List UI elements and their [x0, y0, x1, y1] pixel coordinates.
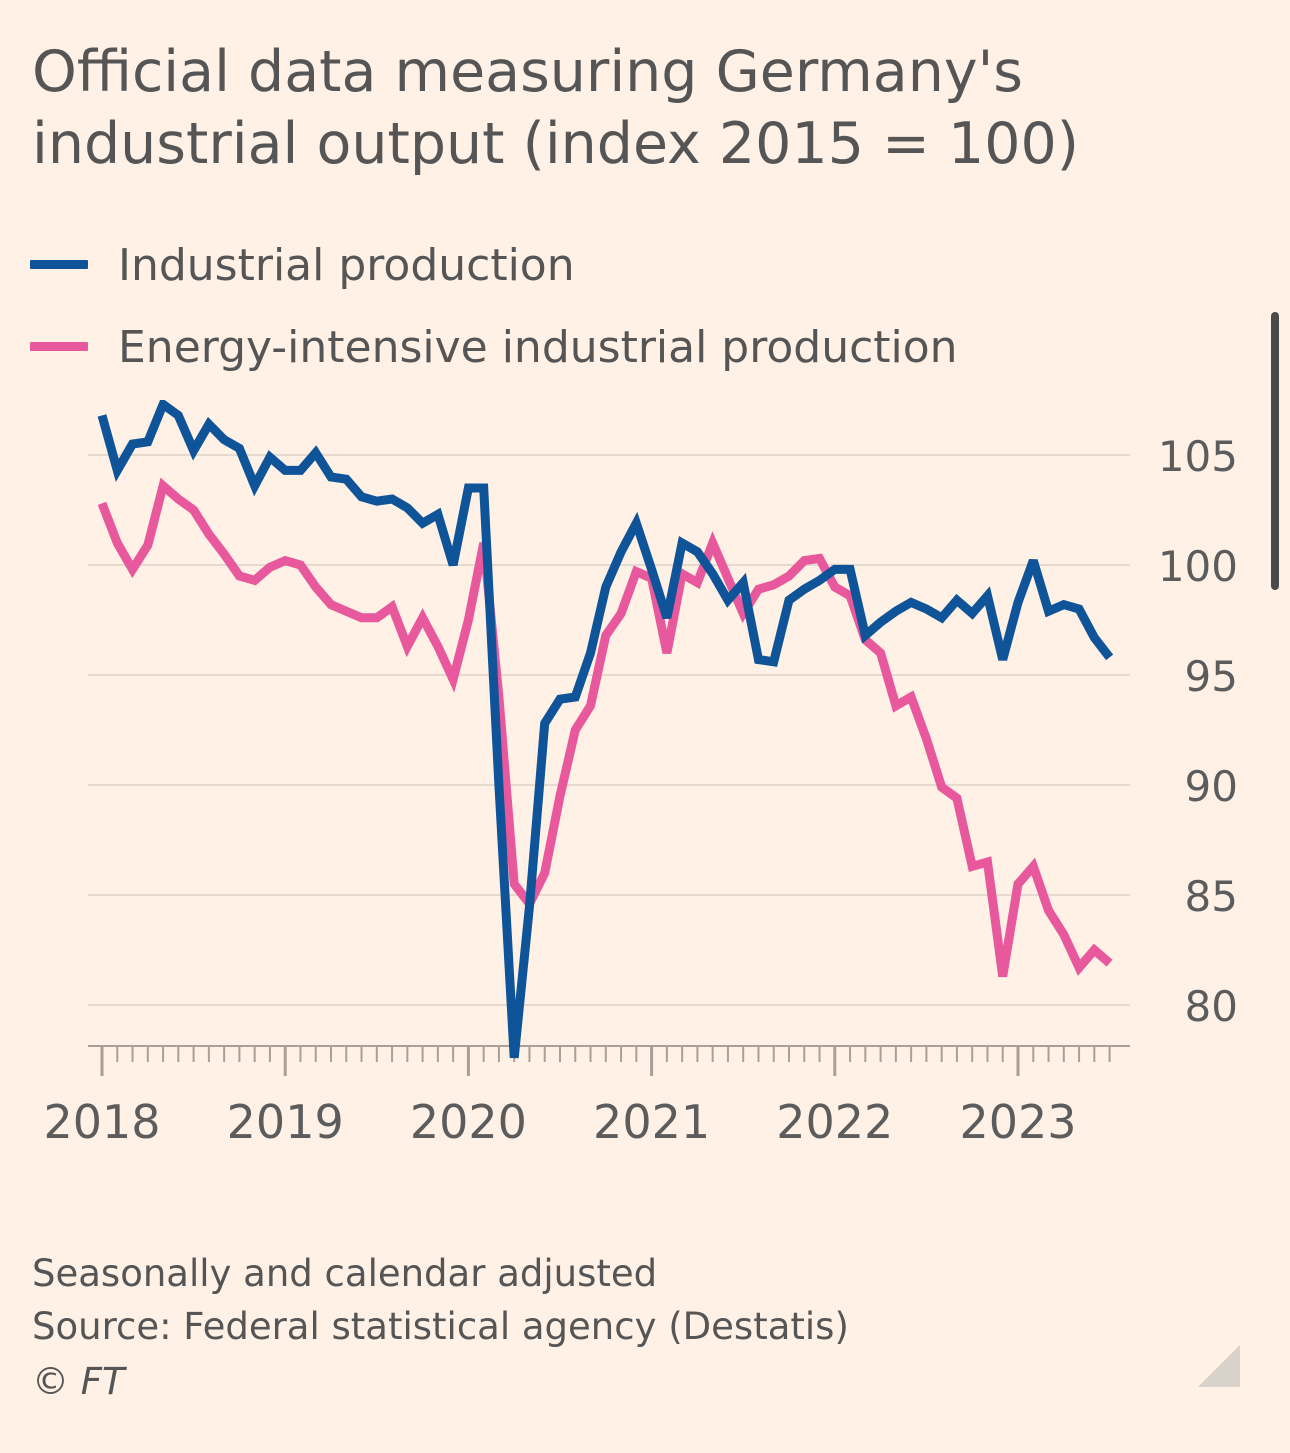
series-line-industrial	[97, 400, 1114, 1059]
footnote-adjustment: Seasonally and calendar adjusted	[32, 1252, 658, 1295]
legend-swatch-industrial	[30, 260, 88, 269]
ft-credit: © FT	[32, 1360, 125, 1403]
resize-grip-icon[interactable]	[1198, 1345, 1240, 1387]
y-tick-label: 80	[1185, 982, 1238, 1031]
x-tick-label: 2023	[959, 1095, 1076, 1149]
x-tick-label: 2020	[410, 1095, 527, 1149]
footnote-source: Source: Federal statistical agency (Dest…	[32, 1305, 849, 1348]
y-tick-label: 95	[1185, 652, 1238, 701]
x-tick-label: 2022	[776, 1095, 893, 1149]
legend: Industrial production Energy-intensive i…	[30, 238, 1030, 402]
series-layer	[97, 400, 1114, 1059]
x-tick-label: 2019	[227, 1095, 344, 1149]
legend-item-industrial: Industrial production	[30, 238, 1030, 320]
x-axis	[88, 1045, 1130, 1076]
legend-item-energy: Energy-intensive industrial production	[30, 320, 1030, 402]
legend-label-industrial: Industrial production	[118, 240, 575, 291]
scrollbar-thumb[interactable]	[1271, 312, 1279, 590]
y-tick-label: 105	[1158, 432, 1238, 481]
tick-label-layer: 105 100 95 90 85 80 2018 2019 2020 2021 2022 2023	[43, 432, 1238, 1149]
chart-title: Official data measuring Germany's indust…	[32, 39, 1079, 177]
y-tick-label: 100	[1158, 542, 1238, 591]
grid-layer	[88, 454, 1130, 1006]
legend-swatch-energy	[30, 342, 88, 351]
y-tick-label: 90	[1185, 762, 1238, 811]
x-tick-label: 2018	[43, 1095, 160, 1149]
x-tick-label: 2021	[593, 1095, 710, 1149]
series-line-energy	[97, 477, 1113, 978]
legend-label-energy: Energy-intensive industrial production	[118, 322, 958, 373]
line-chart: 105 100 95 90 85 80 2018 2019 2020 2021 2022 2023	[43, 400, 1238, 1149]
y-tick-label: 85	[1185, 872, 1238, 921]
